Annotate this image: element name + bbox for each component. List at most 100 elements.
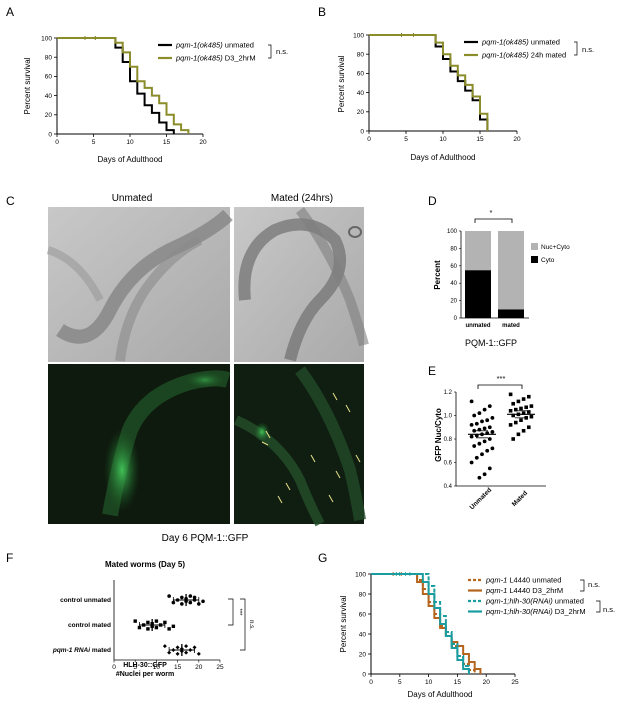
- panel-b-ytick-label: 60: [357, 71, 365, 78]
- panel-b-ytick-label: 0: [360, 128, 364, 135]
- panel-f-xtick-label: 10: [153, 664, 161, 671]
- panel-d-legend-label: Cyto: [541, 257, 555, 264]
- panel-g-xtick-label: 20: [483, 679, 491, 686]
- panel-e-point-unmated: [474, 455, 479, 460]
- panel-e-point-unmated: [490, 446, 495, 451]
- panel-g-ytick-label: 0: [362, 671, 366, 678]
- panel-g-xlabel: Days of Adulthood: [408, 690, 473, 699]
- panel-g-legend-label: pqm-1;hlh-30(RNAi) unmated: [485, 597, 584, 606]
- panel-e-point-unmated: [490, 415, 495, 420]
- panel-e-point-unmated: [480, 419, 484, 424]
- panel-c-micrographs: Unmated Mated (24hrs) Day 6 PQM-1::GFP: [46, 193, 369, 544]
- panel-d-ytick-label: 100: [447, 229, 458, 235]
- panel-e-ytick-label: 0.4: [444, 484, 453, 490]
- panel-e-point-unmated: [487, 425, 492, 430]
- panel-d-legend-swatch: [531, 243, 538, 250]
- panel-g-ytick-label: 60: [359, 611, 367, 618]
- panel-f-point-control-unmated: [188, 600, 193, 605]
- panel-e-point-mated: [529, 414, 534, 419]
- panel-f-point-pqm1-rnai-mated: [184, 644, 189, 649]
- panel-f-xlabel2: #Nuclei per worm: [116, 671, 174, 678]
- panel-b-xtick-label: 0: [367, 136, 371, 143]
- panel-e-ytick-label: 0.8: [444, 437, 453, 443]
- panel-d-sig: *: [490, 208, 493, 217]
- panel-e-point-unmated: [485, 448, 490, 453]
- panel-f-row-pqm1-rnai-mated: pqm-1 RNAi mated: [52, 647, 111, 654]
- panel-f-point-control-mated: [171, 624, 176, 628]
- panel-f-point-control-unmated: [192, 595, 197, 600]
- panel-a-ns: n.s.: [276, 47, 288, 56]
- panel-a-ytick-label: 40: [45, 93, 53, 100]
- panel-a-xtick-label: 20: [199, 139, 207, 146]
- panel-f-point-control-unmated: [167, 594, 171, 598]
- panel-e-point-unmated: [477, 441, 482, 446]
- panel-g-ytick-label: 80: [359, 591, 367, 598]
- panel-g-xtick-label: 15: [454, 679, 462, 686]
- panel-f-point-control-mated: [167, 627, 171, 631]
- panel-f-row-control-mated: control mated: [68, 622, 111, 629]
- panel-a-series-2: [57, 37, 190, 134]
- panel-e-point-unmated: [485, 418, 490, 423]
- panel-e-xtick-label: Unmated: [469, 487, 494, 512]
- panel-b-legend-label: pqm-1(ok485) unmated: [481, 38, 560, 47]
- panel-e-point-unmated: [469, 423, 474, 427]
- panel-e-xtick-label: Mated: [511, 490, 529, 508]
- panel-e-point-unmated: [472, 413, 477, 418]
- panel-e-point-unmated: [472, 444, 477, 448]
- panel-e-point-unmated: [469, 434, 474, 439]
- panel-b-ns: n.s.: [582, 45, 594, 54]
- panel-g-ylabel: Percent survival: [339, 595, 348, 652]
- panel-f-row-control-unmated: control unmated: [60, 597, 111, 604]
- panel-a-xtick-label: 15: [163, 139, 171, 146]
- panel-d-bar-cyto: [465, 270, 491, 318]
- panel-d-ytick-label: 20: [450, 299, 457, 305]
- panel-b-ytick-label: 80: [357, 52, 365, 59]
- panel-g-ns2: n.s.: [603, 605, 615, 614]
- panel-g-bracket-2: [596, 600, 601, 613]
- panel-e-point-unmated: [477, 411, 482, 416]
- panel-a-bracket: [268, 44, 272, 59]
- panel-b-xtick-label: 5: [404, 136, 408, 143]
- panel-g-xtick-label: 10: [425, 679, 433, 686]
- panel-e-point-mated: [519, 406, 523, 411]
- panel-letter-g: G: [318, 551, 327, 565]
- panel-d-caption: PQM-1::GFP: [465, 338, 517, 348]
- panel-e-point-mated: [521, 411, 526, 415]
- panel-a-xtick-label: 5: [92, 139, 96, 146]
- panel-g-series-4: [371, 573, 470, 674]
- panel-f-xtick-label: 20: [195, 664, 203, 671]
- panel-e-point-mated: [521, 428, 526, 433]
- panel-g-bracket-1: [580, 579, 585, 592]
- panel-e-point-mated: [521, 397, 526, 401]
- panel-a-xtick-label: 10: [126, 139, 134, 146]
- panel-letter-a: A: [6, 5, 14, 19]
- panel-d-legend-label: Nuc+Cyto: [541, 244, 570, 251]
- panel-d-ytick-label: 40: [450, 281, 457, 287]
- panel-b-xtick-label: 20: [513, 136, 521, 143]
- panel-f-xtick-label: 5: [133, 664, 137, 671]
- panel-b-ytick-label: 40: [357, 90, 365, 97]
- panel-a-xlabel: Days of Adulthood: [98, 155, 163, 164]
- panel-f-title: Mated worms (Day 5): [105, 560, 185, 569]
- panel-f-point-pqm1-rnai-mated: [184, 650, 189, 655]
- panel-e-point-unmated: [490, 430, 495, 434]
- panel-b-ytick-label: 100: [353, 32, 364, 39]
- panel-e-point-unmated: [480, 452, 484, 457]
- panel-b-bracket: [574, 41, 578, 56]
- panel-f-point-control-mated: [133, 619, 137, 623]
- panel-a-series-1: [57, 37, 175, 134]
- panel-f-point-control-mated: [146, 620, 150, 625]
- panel-g-ns1: n.s.: [588, 580, 600, 589]
- panel-d-bar-cyto: [498, 309, 524, 318]
- panel-d-ytick-label: 0: [454, 316, 458, 322]
- panel-d-xtick-label: unmated: [465, 323, 490, 329]
- panel-b-xtick-label: 15: [476, 136, 484, 143]
- panel-d-xtick-label: mated: [502, 323, 520, 329]
- panel-e-point-mated: [516, 399, 521, 404]
- panel-e-point-unmated: [472, 428, 477, 433]
- panel-b-series-1: [369, 34, 489, 131]
- panel-e-point-mated: [519, 418, 523, 422]
- panel-e-sig: ***: [497, 374, 506, 383]
- panel-e-point-mated: [511, 401, 515, 406]
